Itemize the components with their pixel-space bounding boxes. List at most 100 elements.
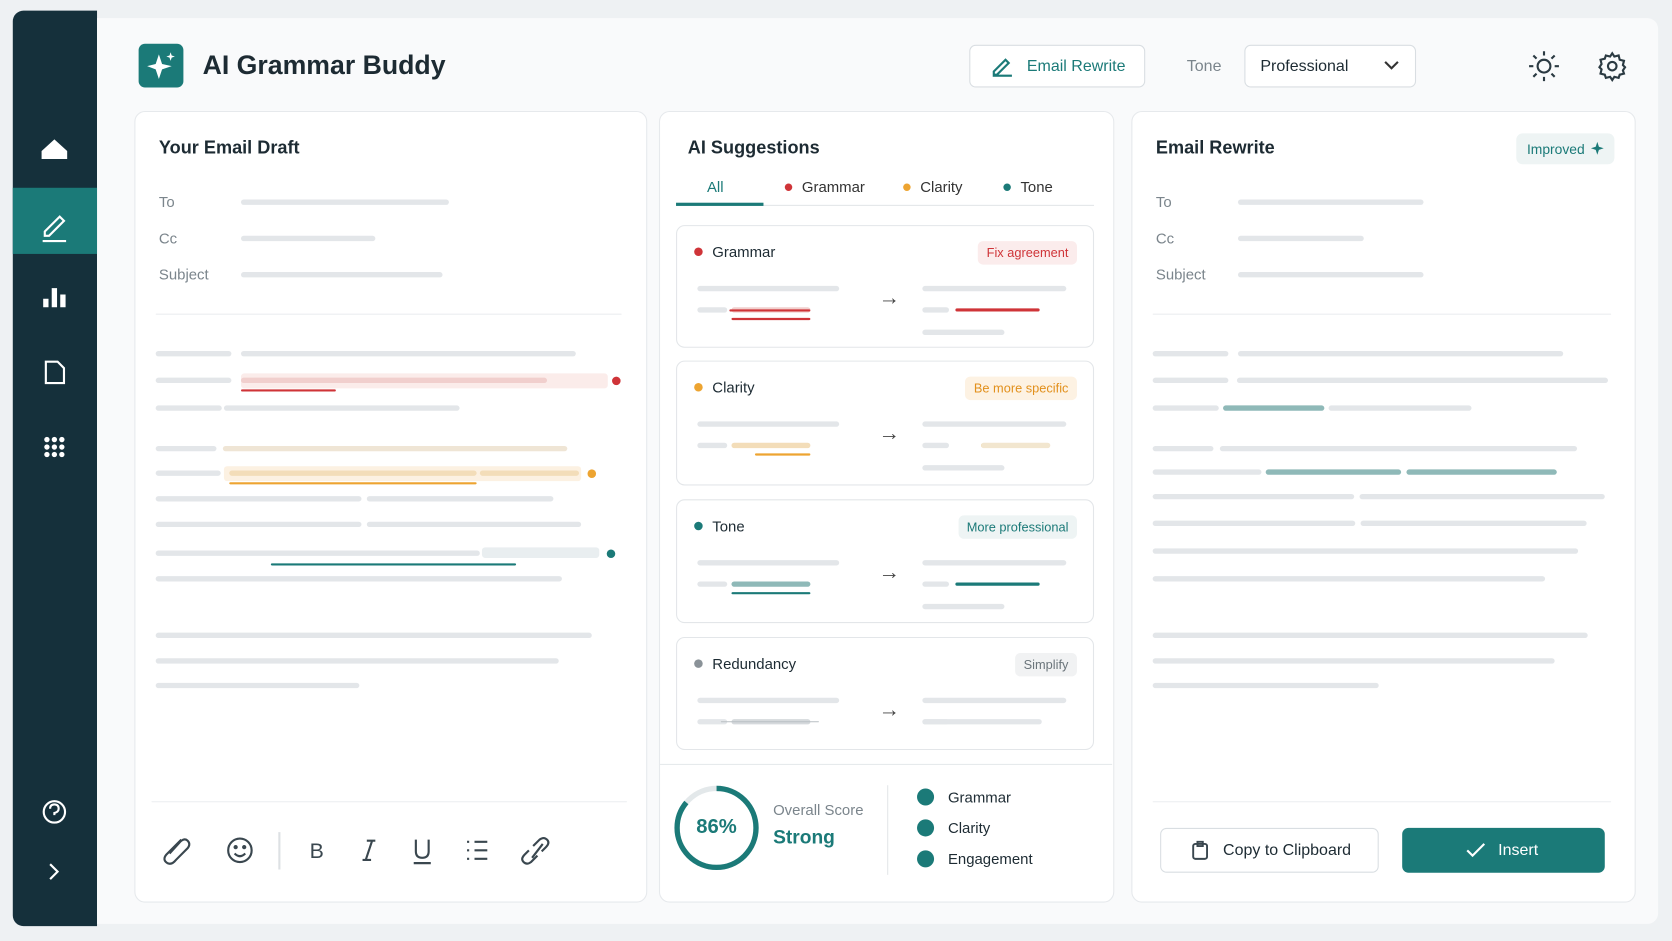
placeholder-line: [229, 469, 477, 476]
format-toolbar: B: [163, 832, 550, 870]
card-action[interactable]: More professional: [958, 515, 1077, 539]
placeholder-line: [155, 575, 562, 581]
apps-icon[interactable]: [44, 436, 65, 458]
placeholder-line: [481, 547, 600, 558]
placeholder-line: [240, 377, 548, 383]
list-icon[interactable]: [467, 840, 488, 860]
sparkle: [1590, 141, 1604, 155]
bold-icon[interactable]: B: [310, 839, 324, 863]
placeholder-line: [731, 317, 811, 321]
placeholder-line: [1219, 445, 1578, 451]
placeholder-line: [151, 800, 627, 802]
card-category: Redundancy: [712, 655, 797, 673]
score-value: 86%: [696, 816, 737, 839]
placeholder-line: [1265, 468, 1402, 475]
card-action[interactable]: Be more specific: [965, 376, 1077, 401]
placeholder-line: [922, 442, 950, 448]
placeholder-line: [1406, 468, 1557, 475]
placeholder-line: [1360, 520, 1587, 526]
doc-icon[interactable]: [44, 360, 66, 385]
placeholder-line: [1237, 271, 1424, 277]
dot: [694, 247, 703, 257]
expand-icon[interactable]: [49, 863, 60, 880]
chevron: [1384, 61, 1399, 70]
placeholder-line: [366, 521, 582, 527]
dot: [694, 521, 703, 531]
check-label: Engagement: [947, 850, 1033, 868]
card-category: Tone: [712, 517, 745, 535]
dot: [784, 182, 792, 191]
placeholder-line: [1152, 575, 1546, 581]
pen-icon: [992, 58, 1012, 77]
placeholder-line: [1237, 350, 1564, 356]
tone-value: Professional: [1260, 57, 1349, 76]
insert-button[interactable]: [1402, 827, 1605, 873]
placeholder-line: [922, 329, 1005, 335]
arrow: →: [878, 421, 900, 446]
divider: [658, 763, 1113, 765]
score-label: Overall Score: [773, 801, 864, 819]
check-icon: [917, 819, 935, 837]
field-label: Subject: [158, 265, 209, 283]
link-icon[interactable]: [521, 836, 550, 865]
filter-tab: Clarity: [920, 178, 963, 196]
placeholder-line: [697, 697, 840, 703]
rewrite-panel: [1131, 110, 1636, 903]
dot: [606, 549, 616, 558]
tone-label: Tone: [1186, 57, 1222, 76]
placeholder-line: [222, 445, 568, 451]
tabs-line: [676, 204, 1095, 206]
field-label: Subject: [1155, 265, 1206, 283]
card-action[interactable]: Fix agreement: [978, 241, 1077, 265]
placeholder-line: [1152, 493, 1355, 499]
italic-icon[interactable]: [362, 839, 376, 861]
tab-underline: [676, 202, 764, 206]
placeholder-line: [922, 285, 1067, 291]
check-label: Clarity: [947, 819, 991, 837]
check-icon: [917, 850, 935, 868]
placeholder-line: [1152, 468, 1262, 475]
placeholder-line: [240, 350, 576, 356]
arrow: →: [878, 698, 900, 722]
help-icon[interactable]: [42, 800, 67, 824]
card-category: Grammar: [712, 243, 776, 261]
placeholder-line: [240, 235, 376, 241]
theme-icon[interactable]: [1527, 49, 1561, 83]
attach-icon[interactable]: [163, 838, 191, 865]
copy-button[interactable]: [1160, 827, 1379, 873]
placeholder-line: [955, 581, 1040, 586]
placeholder-line: [1152, 632, 1588, 638]
placeholder-line: [1237, 235, 1364, 241]
score-ring: [674, 785, 759, 871]
placeholder-line: [240, 198, 449, 205]
card-action[interactable]: Simplify: [1015, 652, 1077, 677]
placeholder-line: [155, 657, 559, 664]
chart-icon[interactable]: [43, 288, 66, 308]
edit-icon[interactable]: [42, 215, 67, 243]
placeholder-line: [223, 404, 460, 411]
placeholder-line: [697, 285, 840, 291]
rewrite-title: Email Rewrite: [1155, 137, 1275, 158]
emoji-icon[interactable]: [227, 837, 253, 864]
placeholder-line: [1152, 313, 1612, 315]
dot: [694, 659, 703, 668]
settings-icon[interactable]: [1596, 50, 1628, 82]
placeholder-line: [1359, 493, 1605, 499]
placeholder-line: [922, 306, 950, 313]
placeholder-line: [922, 559, 1067, 565]
placeholder-line: [155, 469, 221, 476]
placeholder-line: [1152, 800, 1612, 802]
sidebar: [12, 10, 98, 927]
placeholder-line: [229, 482, 477, 485]
filter-tab: Grammar: [801, 178, 865, 196]
tone-dropdown[interactable]: [1244, 44, 1417, 88]
underline-icon[interactable]: [413, 839, 431, 865]
field-label: To: [1155, 193, 1172, 211]
placeholder-line: [922, 420, 1067, 427]
divider: [887, 785, 889, 875]
placeholder-line: [1152, 682, 1379, 688]
placeholder-line: [1237, 198, 1424, 205]
home-icon[interactable]: [41, 139, 68, 159]
badge-label: Improved: [1526, 141, 1585, 158]
placeholder-line: [1152, 377, 1229, 383]
